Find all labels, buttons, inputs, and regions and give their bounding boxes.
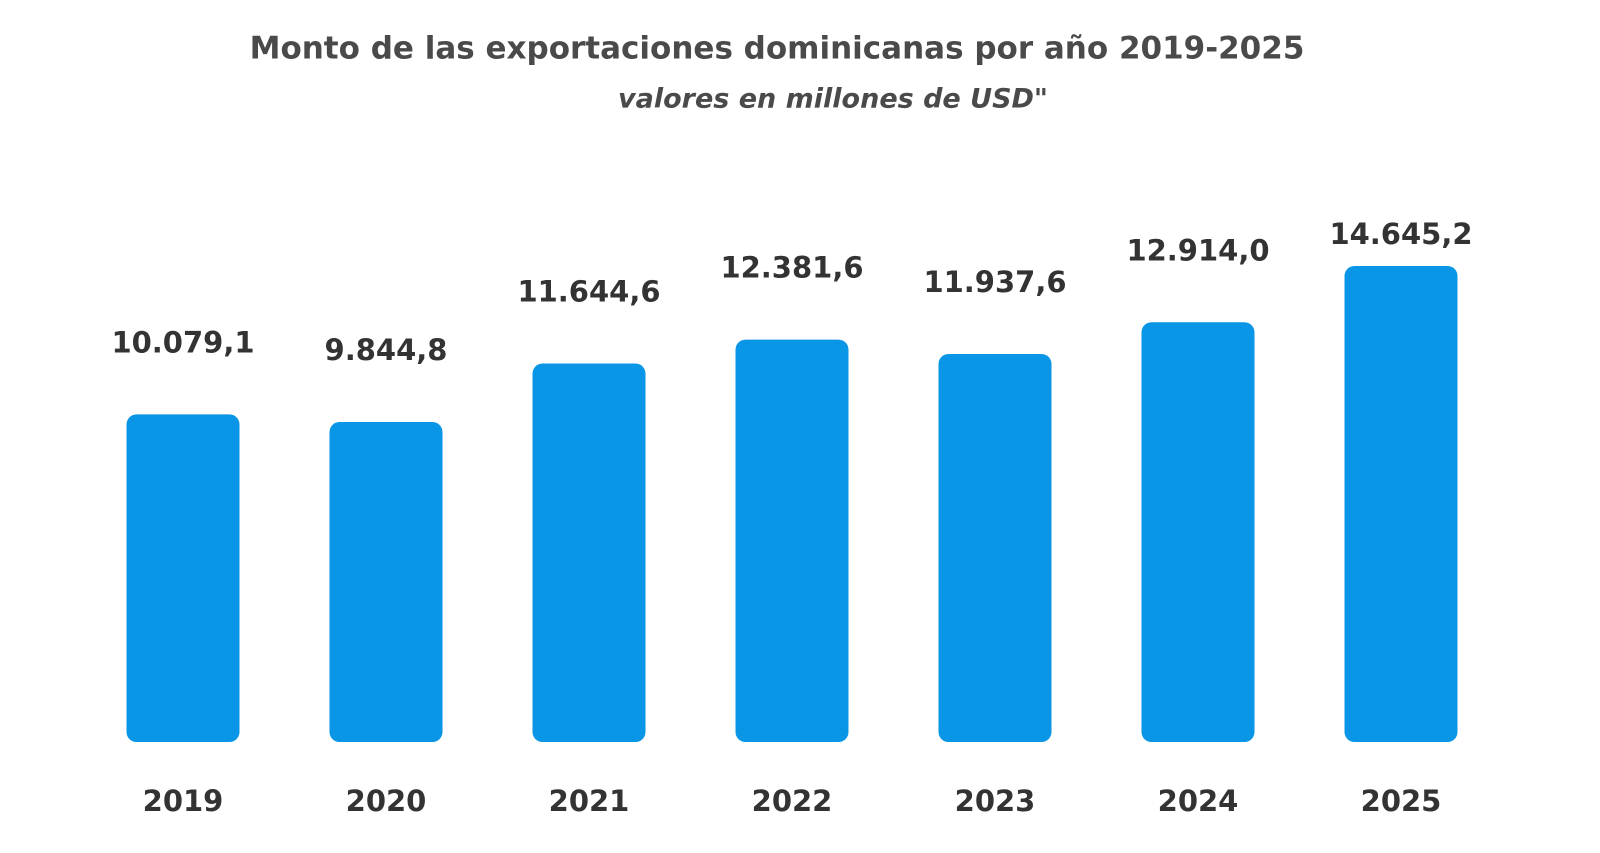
bar (532, 363, 646, 742)
x-tick-label: 2019 (143, 784, 224, 818)
value-label: 14.645,2 (1329, 217, 1472, 251)
value-label: 11.937,6 (923, 265, 1066, 299)
value-label: 11.644,6 (517, 275, 660, 309)
bar (735, 339, 849, 742)
x-tick-label: 2024 (1158, 784, 1239, 818)
value-label: 10.079,1 (111, 325, 254, 359)
x-tick-label: 2023 (955, 784, 1036, 818)
x-tick-label: 2020 (346, 784, 427, 818)
x-tick-label: 2025 (1361, 784, 1442, 818)
value-label: 9.844,8 (325, 333, 448, 367)
bar (938, 354, 1052, 742)
value-label: 12.914,0 (1126, 233, 1269, 267)
bar (126, 414, 240, 742)
value-label: 12.381,6 (720, 251, 863, 285)
bar (329, 422, 443, 742)
chart-subtitle: valores en millones de USD" (618, 84, 1048, 115)
x-tick-label: 2022 (752, 784, 833, 818)
bar (1344, 266, 1458, 742)
x-tick-label: 2021 (549, 784, 630, 818)
chart-title: Monto de las exportaciones dominicanas p… (250, 31, 1305, 67)
bar (1141, 322, 1255, 742)
